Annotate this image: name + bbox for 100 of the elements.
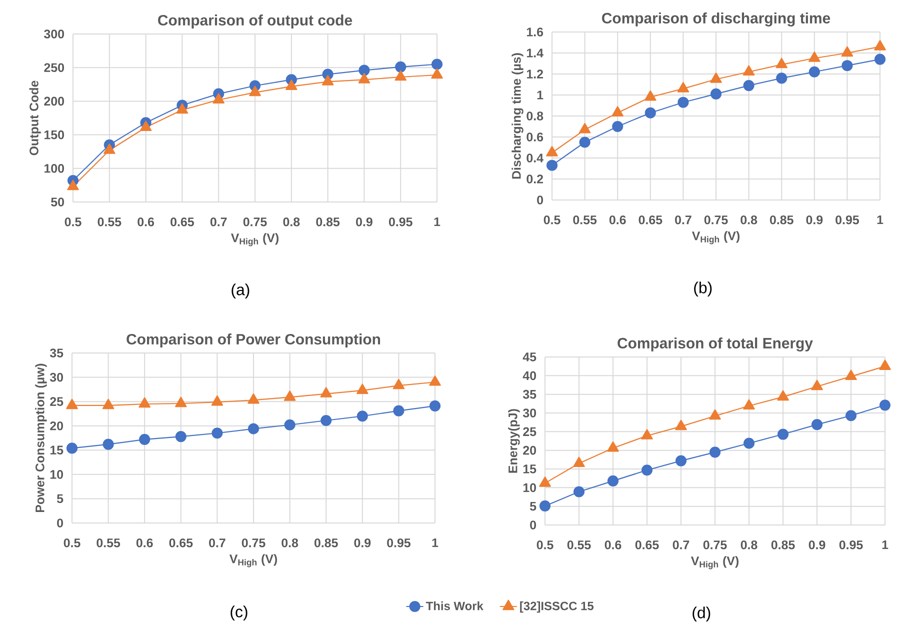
point [811, 419, 823, 430]
y-tick-label: 0.6 [526, 132, 544, 142]
point [175, 431, 186, 442]
point [431, 68, 443, 79]
point [546, 160, 558, 171]
point [841, 46, 854, 57]
x-tick-label: 0.65 [170, 217, 194, 226]
x-tick-label: 0.95 [388, 217, 412, 226]
y-tick-label: 25 [523, 427, 536, 436]
point [743, 80, 754, 92]
x-tick-label: 0.85 [770, 215, 794, 224]
x-tick-label: 0.85 [771, 540, 795, 550]
chart-title: Comparison of discharging time [602, 12, 830, 26]
point [320, 387, 332, 398]
point [678, 96, 689, 108]
point [579, 136, 590, 148]
point [641, 464, 653, 476]
y-tick-label: 20 [523, 446, 536, 455]
y-tick-label: 0 [537, 196, 543, 204]
point [393, 405, 404, 416]
x-tick-label: 0.7 [675, 215, 692, 224]
y-tick-label: 0.4 [526, 154, 544, 162]
point [539, 500, 551, 512]
point [431, 58, 443, 70]
point [102, 398, 114, 410]
point [211, 395, 224, 406]
y-tick-label: 15 [50, 446, 64, 454]
x-tick-label: 0.85 [314, 538, 338, 548]
point [874, 54, 886, 65]
y-tick-label: 45 [522, 352, 536, 362]
y-tick-label: 35 [50, 348, 64, 358]
legend-label: [32]ISSCC 15 [520, 601, 594, 613]
point [677, 82, 690, 92]
y-axis-title: Energy(pJ) [508, 409, 520, 473]
point [842, 60, 853, 72]
x-tick-label: 0.5 [64, 217, 82, 226]
chart-title: Comparison of output code [158, 14, 352, 28]
y-tick-label: 0 [57, 518, 63, 528]
y-tick-label: 10 [523, 483, 536, 492]
x-tick-label: 0.5 [544, 215, 560, 224]
point [429, 375, 441, 386]
x-tick-label: 0.75 [242, 538, 266, 548]
x-tick-label: 0.55 [567, 540, 591, 550]
point [710, 72, 722, 83]
point [743, 438, 755, 449]
y-tick-label: 5 [530, 502, 536, 511]
point [104, 144, 116, 154]
y-tick-label: 1.6 [526, 28, 544, 36]
x-tick-label: 0.6 [609, 215, 626, 224]
x-tick-label: 0.95 [836, 215, 859, 224]
x-tick-label: 0.9 [356, 217, 372, 226]
x-tick-label: 1 [882, 540, 888, 550]
x-tick-label: 0.95 [387, 538, 410, 548]
y-tick-label: 200 [44, 96, 64, 106]
x-tick-label: 0.65 [169, 538, 193, 548]
point [811, 380, 823, 390]
y-tick-label: 300 [44, 30, 64, 38]
y-tick-label: 30 [50, 372, 63, 382]
point [356, 384, 368, 394]
x-tick-label: 1 [877, 215, 884, 224]
x-tick-label: 0.8 [282, 538, 298, 548]
y-axis-title: Discharging time (µs) [512, 53, 524, 179]
y-tick-label: 0.8 [526, 112, 544, 120]
point [808, 66, 820, 78]
x-tick-label: 0.85 [316, 217, 340, 226]
point [322, 74, 334, 86]
x-tick-label: 0.95 [839, 540, 863, 550]
point [356, 410, 368, 422]
point [138, 397, 150, 408]
y-tick-label: 0.2 [526, 174, 543, 184]
point [675, 455, 687, 466]
point [641, 429, 653, 440]
y-tick-label: 25 [50, 397, 64, 406]
y-tick-label: 250 [44, 63, 64, 72]
point [320, 414, 332, 426]
point [358, 64, 370, 76]
x-axis-title: V$_{High}$ (V) [230, 233, 279, 246]
point [675, 420, 687, 430]
point [286, 80, 298, 90]
point [710, 88, 722, 100]
x-tick-label: 0.8 [740, 215, 758, 224]
point [358, 72, 370, 84]
x-tick-label: 0.55 [573, 215, 597, 224]
x-tick-label: 1 [434, 217, 440, 226]
point [392, 378, 405, 390]
point [248, 423, 260, 434]
point [607, 441, 619, 452]
point [429, 400, 441, 412]
y-tick-label: 50 [51, 198, 64, 206]
point [395, 61, 406, 72]
point [176, 103, 188, 114]
x-tick-label: 0.6 [138, 217, 154, 226]
text: (b) [694, 282, 712, 296]
x-tick-label: 0.75 [704, 215, 728, 224]
point [175, 396, 187, 408]
x-axis-title: V$_{High}$ (V) [690, 556, 739, 570]
y-tick-label: 1.4 [526, 48, 544, 58]
x-tick-label: 0.65 [635, 540, 659, 550]
point [139, 434, 150, 445]
text: (c) [230, 606, 248, 621]
